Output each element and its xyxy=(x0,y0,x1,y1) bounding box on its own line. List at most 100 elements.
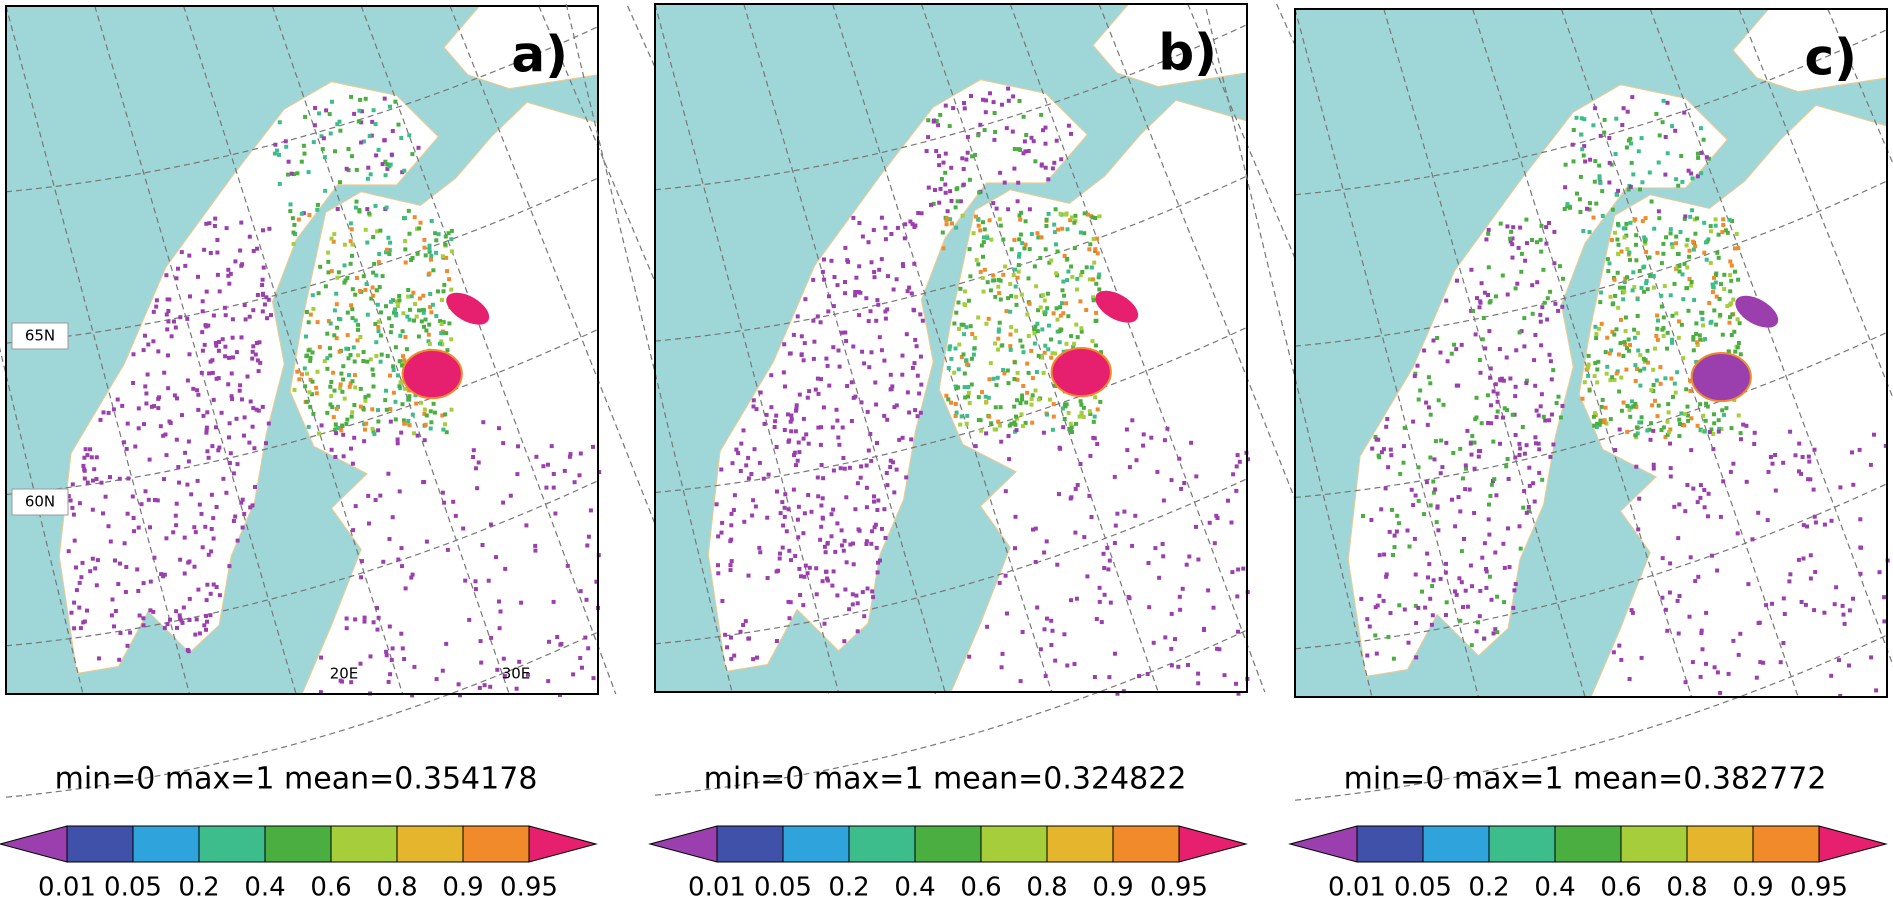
grid-cell xyxy=(1406,640,1411,645)
grid-cell xyxy=(1428,596,1433,601)
grid-cell xyxy=(1096,275,1101,280)
grid-cell xyxy=(1681,356,1686,361)
grid-cell xyxy=(966,394,970,399)
grid-cell xyxy=(801,416,806,421)
grid-cell xyxy=(1535,240,1539,245)
grid-cell xyxy=(1822,610,1827,615)
grid-cell xyxy=(794,463,798,468)
grid-cell xyxy=(1698,428,1703,433)
grid-cell xyxy=(1677,422,1682,426)
grid-cell xyxy=(1630,610,1635,615)
grid-cell xyxy=(875,508,880,512)
grid-cell xyxy=(883,237,888,242)
grid-cell xyxy=(350,154,354,159)
grid-cell xyxy=(474,466,478,471)
grid-cell xyxy=(1009,325,1014,330)
grid-cell xyxy=(1468,441,1473,446)
grid-cell xyxy=(994,383,999,388)
grid-cell xyxy=(1003,573,1008,578)
grid-cell xyxy=(365,240,370,245)
grid-cell xyxy=(1394,529,1399,534)
colorbar-arrow xyxy=(1818,825,1888,863)
grid-cell xyxy=(948,189,953,194)
grid-cell xyxy=(206,552,211,557)
grid-cell xyxy=(1665,346,1669,351)
grid-cell xyxy=(90,556,95,561)
grid-cell xyxy=(578,451,583,456)
grid-cell xyxy=(267,226,272,231)
grid-cell xyxy=(803,563,808,568)
grid-cell xyxy=(1521,505,1526,510)
grid-cell xyxy=(746,636,751,641)
grid-cell xyxy=(68,498,73,503)
grid-cell xyxy=(1639,655,1644,660)
grid-cell xyxy=(830,425,835,430)
grid-cell xyxy=(831,304,836,309)
grid-cell xyxy=(802,511,807,516)
grid-cell xyxy=(986,316,991,321)
grid-cell xyxy=(900,353,905,358)
grid-cell xyxy=(1621,354,1626,358)
grid-cell xyxy=(152,498,157,502)
grid-cell xyxy=(1630,95,1635,100)
grid-cell xyxy=(780,545,785,550)
grid-cell xyxy=(239,335,244,340)
grid-cell xyxy=(1458,509,1463,514)
grid-cell xyxy=(1733,246,1737,251)
grid-cell xyxy=(342,396,347,401)
grid-cell xyxy=(310,379,315,384)
grid-cell xyxy=(835,593,840,598)
grid-cell xyxy=(1605,364,1610,369)
grid-cell xyxy=(580,665,584,670)
grid-cell xyxy=(1621,106,1626,111)
grid-cell xyxy=(1655,326,1660,331)
grid-cell xyxy=(315,320,320,325)
grid-cell xyxy=(1041,430,1046,435)
grid-cell xyxy=(211,536,216,541)
grid-cell xyxy=(915,414,920,419)
grid-cell xyxy=(388,330,393,335)
grid-cell xyxy=(399,631,404,636)
grid-cell xyxy=(370,367,375,372)
grid-cell xyxy=(738,629,743,634)
grid-cell xyxy=(1541,267,1546,272)
grid-cell xyxy=(356,119,361,124)
grid-cell xyxy=(1665,628,1670,633)
grid-cell xyxy=(412,664,417,669)
grid-cell xyxy=(352,435,357,440)
grid-cell xyxy=(1640,180,1645,185)
grid-cell xyxy=(431,401,436,406)
grid-cell xyxy=(193,632,198,637)
grid-cell xyxy=(1711,285,1716,290)
grid-cell xyxy=(1708,320,1713,325)
grid-cell xyxy=(422,411,427,416)
grid-cell xyxy=(807,565,812,570)
grid-cell xyxy=(981,254,985,259)
grid-cell xyxy=(789,417,794,422)
grid-cell xyxy=(938,186,943,191)
grid-cell xyxy=(397,298,402,303)
grid-cell xyxy=(1392,533,1397,538)
grid-cell xyxy=(1636,149,1641,154)
grid-cell xyxy=(1682,412,1687,416)
grid-cell xyxy=(66,549,71,554)
grid-cell xyxy=(1478,299,1483,304)
grid-cell xyxy=(907,285,912,290)
grid-cell xyxy=(1738,431,1743,436)
grid-cell xyxy=(1009,247,1014,252)
grid-cell xyxy=(1668,561,1673,566)
grid-cell xyxy=(350,242,355,247)
grid-cell xyxy=(1469,643,1474,648)
grid-cell xyxy=(1075,276,1080,281)
grid-cell xyxy=(1674,311,1679,316)
grid-cell xyxy=(741,623,746,627)
grid-cell xyxy=(449,249,454,254)
grid-cell xyxy=(387,537,392,541)
grid-cell xyxy=(1646,360,1650,365)
grid-cell xyxy=(1683,680,1688,685)
grid-cell xyxy=(1463,487,1468,492)
graticule xyxy=(654,24,1248,191)
grid-cell xyxy=(463,578,468,583)
grid-cell xyxy=(1441,402,1446,407)
grid-cell xyxy=(1736,413,1741,418)
